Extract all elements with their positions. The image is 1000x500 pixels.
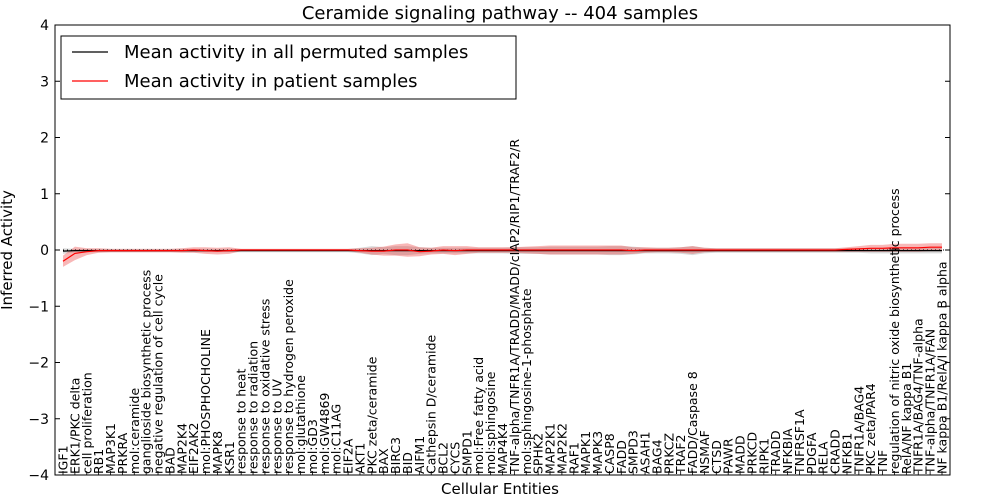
y-tick-label: −1 [28, 299, 49, 315]
y-tick-label: 3 [40, 74, 49, 90]
chart-title: Ceramide signaling pathway -- 404 sample… [302, 3, 698, 24]
x-tick-label: negative regulation of cell cycle [151, 274, 166, 474]
legend-box [60, 35, 517, 100]
x-tick-label: MADD [733, 435, 748, 474]
x-tick-label: NF kappa B1/RelA/I kappa B alpha [935, 261, 950, 474]
x-tick-label: TNFR1A/BAG4 [851, 386, 866, 475]
x-tick-label: AIFM1 [412, 436, 427, 474]
x-tick-label: RelA/NF kappa B1 [899, 363, 914, 474]
x-tick-label: response to oxidative stress [257, 299, 272, 474]
x-tick-label: mol:GD3 [305, 419, 320, 474]
x-tick-label: mol:sphingosine [483, 371, 498, 474]
patient-series-line [62, 246, 942, 262]
y-tick-label: −2 [28, 356, 49, 372]
x-tick-label: mol:PHOSPHOCHOLINE [198, 329, 213, 474]
x-tick-label: CTSD [709, 440, 724, 474]
x-tick-label: RAF1 [566, 442, 581, 474]
x-tick-label: TNF [875, 450, 890, 475]
x-tick-label: RB1 [91, 449, 106, 474]
x-tick-label: MAPK3 [590, 431, 605, 474]
y-tick-label: −4 [28, 468, 49, 484]
x-tick-label: response to hydrogen peroxide [281, 279, 296, 474]
x-tick-label: mol:ceramide [127, 388, 142, 474]
x-tick-label: TNFR1A/BAG4/TNF-alpha [911, 318, 926, 475]
x-tick-label: Cathepsin D/ceramide [424, 334, 439, 474]
x-tick-label: cell proliferation [79, 372, 94, 474]
x-tick-label: MAP3K1 [103, 423, 118, 474]
x-tick-label: response to UV [269, 379, 284, 474]
x-tick-label: PRKRA [115, 432, 130, 474]
x-tick-label: PAWR [721, 438, 736, 474]
x-tick-label: BAG4 [649, 439, 664, 474]
x-tick-label: NFKBIA [780, 428, 795, 474]
x-tick-label: BID [400, 452, 415, 474]
x-tick-label: mol:glutathione [293, 375, 308, 474]
x-tick-label: TNF-alpha/TNFR1A/TRADD/MADD/cIAP2/RIP1/T… [507, 139, 522, 475]
x-tick-label: mol:GW4869 [317, 393, 332, 474]
x-tick-label: IGF1 [56, 445, 71, 474]
x-axis-label: Cellular Entities [441, 480, 559, 498]
x-tick-label: FADD [614, 440, 629, 474]
permuted-series-line [62, 250, 942, 252]
x-tick-label: PKC zeta/ceramide [364, 356, 379, 474]
y-tick-label: 0 [40, 243, 49, 259]
x-tick-label: MAP4K4 [495, 423, 510, 474]
x-tick-label: SMPD3 [626, 430, 641, 474]
x-tick-label: CASP8 [602, 433, 617, 474]
x-tick-label: AKT1 [353, 443, 368, 474]
x-tick-label: BCL2 [436, 442, 451, 474]
y-tick-label: 2 [40, 131, 49, 147]
x-tick-label: ASAH1 [638, 431, 653, 474]
x-tick-label: TNF-alpha/TNFR1A/FAN [923, 329, 938, 475]
y-tick-label: 1 [40, 187, 49, 203]
x-tick-label: CRADD [828, 429, 843, 474]
x-tick-label: PKC zeta/PAR4 [863, 383, 878, 474]
y-tick-label: −3 [28, 412, 49, 428]
x-tick-label: response to radiation [246, 341, 261, 474]
x-tick-label: PRKCZ [661, 433, 676, 474]
x-tick-label: BAD [162, 447, 177, 474]
x-tick-label: SPHK2 [531, 433, 546, 474]
x-tick-label: MAP2K2 [554, 423, 569, 474]
x-tick-label: ERK1/PKC delta [67, 378, 82, 474]
x-tick-label: CYCS [448, 442, 463, 474]
x-tick-label: mol:Free fatty acid [471, 357, 486, 474]
x-tick-label: PRKCD [744, 432, 759, 474]
x-tick-label: FADD/Caspase 8 [685, 371, 700, 474]
x-tick-label: TRADD [768, 430, 783, 475]
x-tick-label: regulation of nitric oxide biosynthetic … [887, 188, 902, 474]
x-tick-label: KSR1 [222, 441, 237, 474]
x-tick-label: MAP2K4 [174, 423, 189, 474]
legend-permuted-label: Mean activity in all permuted samples [124, 42, 468, 63]
legend: Mean activity in all permuted samples Mea… [60, 35, 517, 100]
x-tick-label: MAP2K1 [543, 423, 558, 474]
x-tick-label: PDGFA [804, 432, 819, 474]
x-tick-label: mol:C11AG [329, 404, 344, 474]
x-tick-label: mol:sphingosine-1-phosphate [519, 288, 534, 474]
x-tick-label: response to heat [234, 368, 249, 474]
x-tick-label: NSMAF [697, 430, 712, 474]
x-tick-label: MAPK1 [578, 431, 593, 474]
x-tick-label: SMPD1 [459, 430, 474, 474]
y-axis-label: Inferred Activity [0, 190, 16, 310]
x-tick-label: ganglioside biosynthetic process [139, 270, 154, 474]
y-tick-label: 4 [40, 18, 49, 34]
x-tick-label: BIRC3 [388, 437, 403, 474]
x-tick-label: BAX [376, 448, 391, 474]
x-tick-label: EIF2A [341, 438, 356, 474]
x-tick-label: TNFRSF1A [792, 409, 807, 475]
patient-band [63, 243, 942, 267]
x-tick-label: RELA [816, 441, 831, 474]
x-tick-label: RIPK1 [756, 438, 771, 474]
x-tick-label: TRAF2 [673, 434, 688, 475]
legend-patient-label: Mean activity in patient samples [124, 71, 418, 92]
x-tick-label: NFKB1 [840, 433, 855, 474]
x-tick-label: EIF2AK2 [186, 423, 201, 474]
x-tick-label: MAPK8 [210, 431, 225, 474]
